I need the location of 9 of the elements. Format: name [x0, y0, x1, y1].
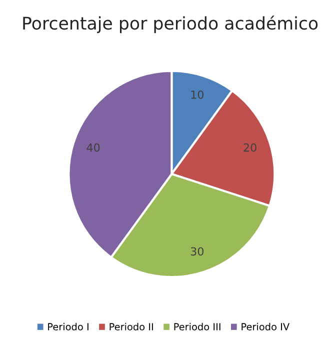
- data-label: 10: [191, 90, 204, 99]
- legend-label: Periodo IV: [242, 322, 290, 330]
- data-label: 40: [86, 143, 100, 152]
- data-label: 20: [244, 143, 256, 152]
- chart-title: Porcentaje por periodo académico: [23, 16, 318, 34]
- legend-label: Periodo II: [110, 322, 153, 330]
- legend-label: Periodo III: [174, 322, 220, 330]
- data-label: 30: [190, 247, 204, 256]
- legend-label: Periodo I: [48, 322, 88, 330]
